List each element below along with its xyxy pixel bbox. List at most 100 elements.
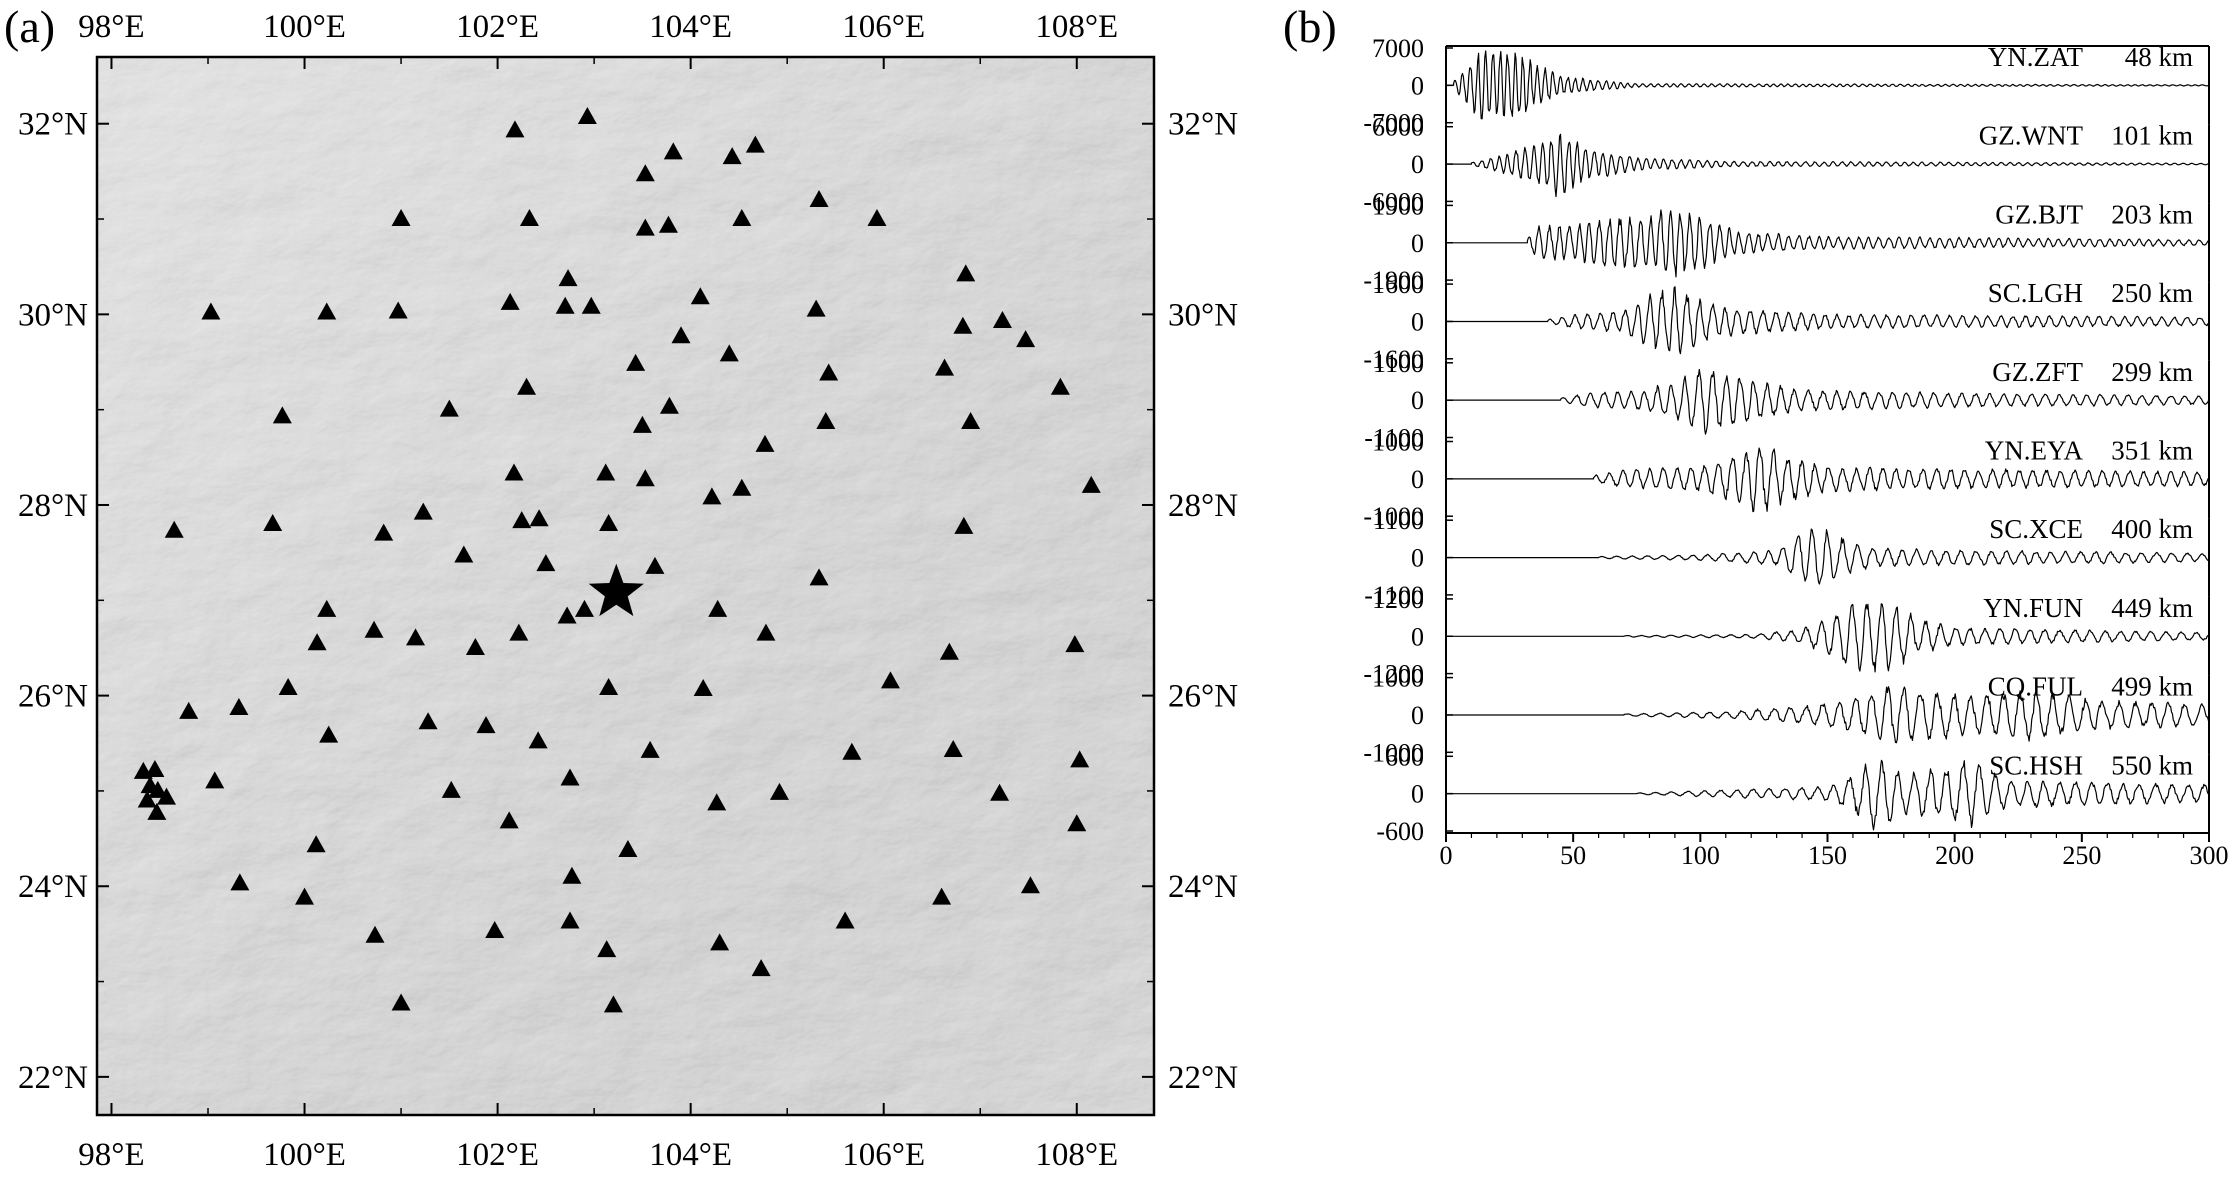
station-marker (755, 434, 775, 452)
lat-label-right: 24°N (1168, 869, 1238, 905)
station-marker (597, 940, 617, 958)
station-marker (374, 523, 394, 541)
lat-label-right: 26°N (1168, 679, 1238, 715)
station-marker (632, 415, 652, 433)
amp-tick-label: 0 (1411, 386, 1424, 415)
lon-label-top: 98°E (78, 9, 144, 45)
station-marker (756, 623, 776, 641)
waveform-trace (1446, 133, 2209, 198)
station-marker (278, 677, 298, 695)
station-marker (640, 740, 660, 758)
lat-label-left: 32°N (18, 107, 88, 143)
station-marker (880, 671, 900, 689)
station-marker (306, 835, 326, 853)
station-marker (596, 463, 616, 481)
station-marker (555, 296, 575, 314)
station-distance: 101 km (2111, 121, 2193, 151)
station-marker (512, 511, 532, 529)
station-marker (816, 412, 836, 430)
waveform-trace (1446, 528, 2209, 585)
amp-tick-label: 0 (1411, 780, 1424, 809)
amp-tick-label: 1600 (1372, 270, 1424, 299)
map-ticks: 98°E 98°E 100°E 100°E 102°E 102°E 104°E 104°E 10… (18, 9, 1238, 1173)
station-marker (391, 993, 411, 1011)
station-marker (693, 678, 713, 696)
amp-tick-label: -7000 (1363, 109, 1424, 138)
station-marker (603, 995, 623, 1013)
station-marker (745, 135, 765, 153)
station-marker (201, 302, 221, 320)
station-marker (867, 209, 887, 227)
station-distance: 48 km (2125, 42, 2193, 72)
station-marker (658, 215, 678, 233)
station-marker (645, 556, 665, 574)
station-marker (317, 302, 337, 320)
station-marker (263, 514, 283, 532)
lat-label-left: 28°N (18, 488, 88, 524)
station-marker (932, 887, 952, 905)
panel-b-label: (b) (1283, 1, 1337, 52)
amp-tick-label: -1000 (1363, 502, 1424, 531)
waveform-trace (1446, 686, 2210, 744)
station-marker (626, 353, 646, 371)
station-marker (317, 599, 337, 617)
amp-tick-label: 0 (1411, 622, 1424, 651)
lon-label-bottom: 104°E (649, 1137, 732, 1173)
lon-label-bottom: 100°E (263, 1137, 346, 1173)
lon-label-top: 104°E (649, 9, 732, 45)
waveform-x-axis: 0 50 100 150 200 250 300 (1440, 832, 2229, 870)
station-distance: 203 km (2111, 199, 2193, 229)
waveform-trace (1446, 286, 2209, 355)
epicenter-star (588, 563, 644, 617)
station-marker (943, 739, 963, 757)
amp-tick-label: -1900 (1363, 266, 1424, 295)
amp-tick-label: -1200 (1363, 660, 1424, 689)
station-name: GZ.BJT (1995, 199, 2083, 229)
station-marker (504, 463, 524, 481)
station-marker (157, 787, 177, 805)
station-marker (365, 925, 385, 943)
station-marker (439, 399, 459, 417)
station-name: GZ.WNT (1979, 121, 2084, 151)
station-marker (1081, 475, 1101, 493)
station-marker (148, 780, 168, 798)
amp-tick-label: 0 (1411, 229, 1424, 258)
station-marker (769, 782, 789, 800)
station-marker (147, 802, 167, 820)
amp-tick-label: 1900 (1372, 191, 1424, 220)
lon-label-top: 106°E (842, 9, 925, 45)
waveform-trace (1446, 603, 2210, 673)
lon-label-bottom: 98°E (78, 1137, 144, 1173)
waveform-trace (1446, 447, 2210, 513)
amp-tick-label: -1100 (1364, 581, 1424, 610)
amp-tick-label: 0 (1411, 701, 1424, 730)
station-marker (179, 701, 199, 719)
waveform-trace (1446, 50, 2209, 120)
panel-a: (a) 98°E 98°E 100°E 100°E 102°E 102°E 104°E 104… (4, 1, 1238, 1173)
station-name: YN.FUN (1983, 593, 2083, 623)
station-marker (1050, 377, 1070, 395)
station-marker (145, 759, 165, 777)
station-name: SC.HSH (1989, 750, 2083, 780)
station-distance: 351 km (2111, 436, 2193, 466)
amp-tick-label: -600 (1376, 817, 1424, 846)
station-marker (574, 599, 594, 617)
station-distance: 550 km (2111, 750, 2193, 780)
waveform-traces (1446, 50, 2210, 831)
amp-tick-label: 6000 (1372, 113, 1424, 142)
station-marker (722, 147, 742, 165)
station-distance: 499 km (2111, 672, 2193, 702)
lon-label-top: 102°E (456, 9, 539, 45)
station-marker (164, 520, 184, 538)
time-tick-label: 250 (2062, 841, 2101, 870)
time-tick-label: 0 (1440, 841, 1453, 870)
station-marker (499, 811, 519, 829)
station-marker (413, 502, 433, 520)
amp-tick-label: 600 (1385, 742, 1424, 771)
station-marker (229, 698, 249, 716)
station-name: SC.XCE (1989, 514, 2083, 544)
station-marker (536, 554, 556, 572)
station-marker (454, 545, 474, 563)
